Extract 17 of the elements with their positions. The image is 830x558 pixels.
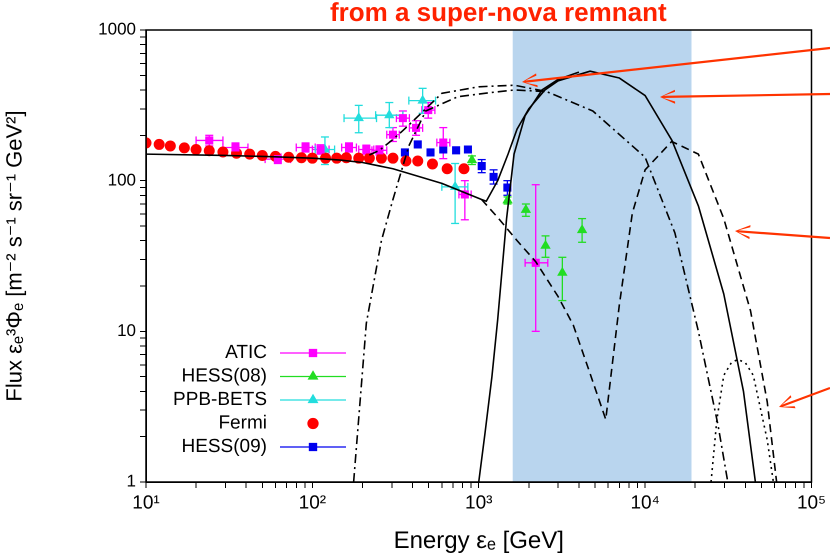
legend-label: HESS(09) <box>181 436 267 458</box>
y-axis-title: Flux εₑ³Φₑ [m⁻² s⁻¹ sr⁻¹ GeV²] <box>1 110 26 402</box>
x-tick-label: 10¹ <box>132 492 160 514</box>
x-tick-label: 10² <box>298 492 326 514</box>
x-tick-label: 10⁵ <box>796 492 826 514</box>
y-tick-label: 100 <box>108 170 136 190</box>
legend-label: Fermi <box>218 412 267 434</box>
y-tick-label: 1000 <box>98 20 136 39</box>
chart-title: from a super-nova remnant <box>330 0 667 28</box>
x-tick-label: 10³ <box>465 492 492 514</box>
legend-label: HESS(08) <box>181 366 267 387</box>
legend-label: PPB-BETS <box>173 389 267 410</box>
y-tick-label: 1 <box>126 472 136 491</box>
y-tick-label: 10 <box>117 321 136 340</box>
legend-label: ATIC <box>225 342 267 364</box>
x-tick-label: 10⁴ <box>630 492 660 514</box>
x-axis-title: Energy εₑ [GeV] <box>394 527 564 554</box>
